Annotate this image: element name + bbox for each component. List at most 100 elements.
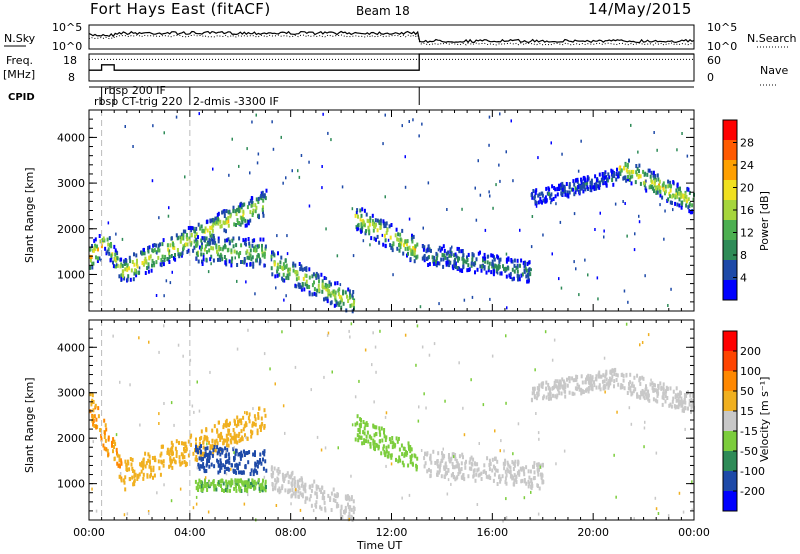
scatter-cell xyxy=(461,256,464,261)
scatter-cell xyxy=(404,185,407,189)
scatter-cell xyxy=(110,255,113,260)
scatter-cell xyxy=(638,163,641,168)
scatter-cell xyxy=(459,268,462,273)
scatter-cell xyxy=(147,510,150,513)
scatter-cell xyxy=(632,169,635,174)
scatter-cell xyxy=(148,459,151,464)
scatter-cell xyxy=(455,458,458,463)
scatter-cell xyxy=(297,485,300,489)
scatter-cell xyxy=(584,258,586,262)
scatter-cell xyxy=(576,375,579,379)
scatter-cell xyxy=(656,173,659,178)
scatter-cell xyxy=(458,467,461,472)
scatter-cell xyxy=(295,284,298,289)
scatter-cell xyxy=(603,356,606,360)
scatter-cell xyxy=(382,142,384,146)
scatter-cell xyxy=(305,273,308,278)
scatter-cell xyxy=(542,394,545,399)
scatter-cell xyxy=(340,506,343,511)
scatter-cell xyxy=(227,437,230,442)
scatter-cell xyxy=(541,191,544,196)
scatter-cell xyxy=(627,177,629,182)
scatter-cell xyxy=(155,294,158,297)
scatter-cell xyxy=(248,241,251,246)
scatter-cell xyxy=(586,375,588,380)
scatter-cell xyxy=(574,378,577,382)
scatter-cell xyxy=(207,510,210,514)
scatter-cell xyxy=(291,478,294,482)
scatter-cell xyxy=(211,443,214,448)
scatter-cell xyxy=(530,193,533,198)
scatter-cell xyxy=(597,374,600,379)
scatter-cell xyxy=(351,207,354,211)
scatter-cell xyxy=(282,475,285,480)
scatter-cell xyxy=(217,470,220,475)
scatter-cell xyxy=(385,221,388,226)
scatter-cell xyxy=(186,242,189,247)
scatter-cell xyxy=(540,382,543,387)
scatter-cell xyxy=(237,434,240,439)
scatter-cell xyxy=(116,451,118,456)
scatter-cell xyxy=(446,260,449,265)
scatter-cell xyxy=(466,258,469,262)
scatter-cell xyxy=(424,451,427,456)
scatter-cell xyxy=(152,261,155,266)
scatter-cell xyxy=(660,386,663,391)
scatter-cell xyxy=(560,186,562,191)
scatter-cell xyxy=(672,180,675,185)
scatter-cell xyxy=(392,242,395,247)
scatter-cell xyxy=(95,255,97,260)
scatter-cell xyxy=(93,246,96,251)
scatter-cell xyxy=(114,442,117,447)
scatter-cell xyxy=(389,440,392,445)
scatter-cell xyxy=(130,462,133,467)
scatter-cell xyxy=(529,469,532,474)
scatter-cell xyxy=(224,438,227,443)
scatter-cell xyxy=(591,386,594,391)
scatter-cell xyxy=(203,465,206,470)
scatter-cell xyxy=(683,393,686,397)
scatter-cell xyxy=(298,282,301,287)
scatter-cell xyxy=(332,292,335,297)
scatter-cell xyxy=(634,232,636,236)
scatter-cell xyxy=(610,168,613,173)
scatter-cell xyxy=(433,342,436,346)
scatter-cell xyxy=(597,297,599,301)
scatter-cell xyxy=(636,172,638,177)
scatter-cell xyxy=(245,451,248,456)
scatter-cell xyxy=(297,276,300,281)
scatter-cell xyxy=(256,464,259,469)
scatter-cell xyxy=(539,465,541,469)
scatter-cell xyxy=(225,484,228,489)
scatter-cell xyxy=(223,488,225,493)
scatter-cell xyxy=(585,182,588,187)
scatter-cell xyxy=(270,266,273,271)
scatter-cell xyxy=(199,484,201,489)
scatter-cell xyxy=(642,169,645,174)
scatter-cell xyxy=(233,435,235,440)
scatter-cell xyxy=(225,418,228,423)
scatter-cell xyxy=(336,281,339,286)
scatter-cell xyxy=(657,512,660,515)
scatter-cell xyxy=(212,233,215,238)
scatter-cell xyxy=(541,479,544,484)
scatter-cell xyxy=(462,253,465,258)
scatter-cell xyxy=(538,192,541,197)
scatter-cell xyxy=(362,220,365,225)
scatter-cell xyxy=(240,450,243,455)
scatter-cell xyxy=(284,488,287,493)
scatter-cell xyxy=(236,415,239,420)
scatter-cell xyxy=(435,259,437,264)
scatter-cell xyxy=(528,268,530,273)
scatter-cell xyxy=(293,476,296,481)
scatter-cell xyxy=(228,173,230,177)
scatter-cell xyxy=(236,347,239,351)
scatter-cell xyxy=(261,253,264,258)
scatter-cell xyxy=(233,431,236,436)
scatter-cell xyxy=(249,472,252,476)
scatter-cell xyxy=(514,477,517,482)
freq-tick-top: 18 xyxy=(63,54,77,67)
scatter-cell xyxy=(356,211,358,214)
scatter-cell xyxy=(398,243,400,247)
scatter-cell xyxy=(512,179,514,183)
